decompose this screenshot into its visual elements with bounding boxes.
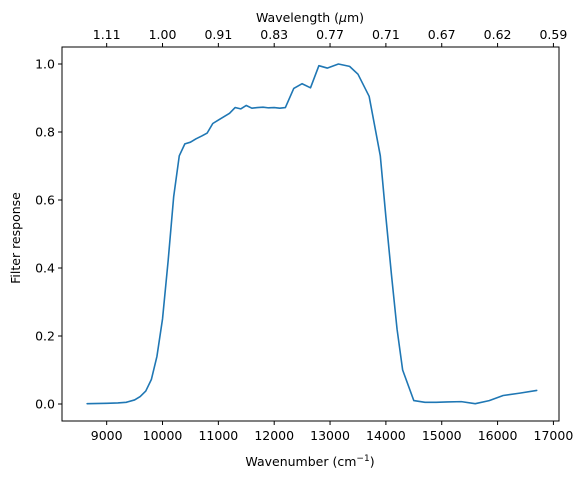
x-tick-label: 13000 <box>310 428 350 443</box>
x-tick-label: 9000 <box>91 428 123 443</box>
plot-frame <box>61 46 560 422</box>
top-tick-label: 1.00 <box>149 27 177 42</box>
x-axis-label: Wavenumber (cm−1) <box>245 454 374 469</box>
filter-response-line <box>86 63 538 405</box>
y-tick-label: 0.2 <box>35 329 55 344</box>
x-tick-label: 17000 <box>534 428 574 443</box>
x-tick-label: 11000 <box>198 428 238 443</box>
series-layer <box>86 63 538 405</box>
x-tick-label: 15000 <box>422 428 462 443</box>
y-tick-label: 1.0 <box>35 57 55 72</box>
top-tick-label: 0.67 <box>428 27 456 42</box>
top-tick-label: 0.83 <box>260 27 288 42</box>
x-tick-label: 10000 <box>143 428 183 443</box>
top-tick-label: 0.59 <box>539 27 567 42</box>
top-tick-label: 0.77 <box>316 27 344 42</box>
y-tick-label: 0.6 <box>35 193 55 208</box>
top-x-axis-label: Wavelength (μm) <box>256 10 364 25</box>
top-tick-label: 0.71 <box>372 27 400 42</box>
x-tick-label: 12000 <box>254 428 294 443</box>
y-axis-label: Filter response <box>8 192 23 284</box>
y-tick-label: 0.4 <box>35 261 55 276</box>
x-tick-label: 14000 <box>366 428 406 443</box>
y-tick-label: 0.8 <box>35 125 55 140</box>
top-tick-label: 1.11 <box>93 27 121 42</box>
x-tick-label: 16000 <box>478 428 518 443</box>
ticks-layer: 9000 10000 11000 12000 13000 14000 15000 16000 1… <box>35 27 573 443</box>
top-tick-label: 0.62 <box>484 27 512 42</box>
y-tick-label: 0.0 <box>35 397 55 412</box>
top-tick-label: 0.91 <box>204 27 232 42</box>
